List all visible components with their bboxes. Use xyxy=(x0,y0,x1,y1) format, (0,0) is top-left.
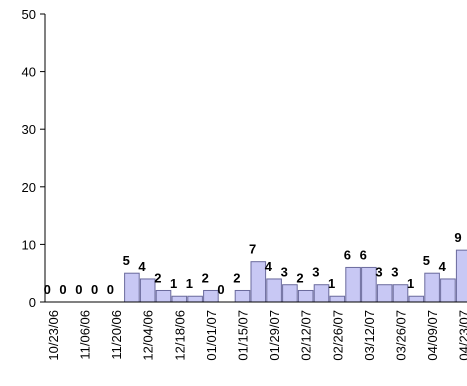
data-label: 0 xyxy=(107,282,114,297)
bar xyxy=(297,289,314,303)
bar xyxy=(424,272,440,303)
bar xyxy=(313,284,330,303)
data-label: 0 xyxy=(91,282,98,297)
data-label: 2 xyxy=(233,270,240,285)
bar xyxy=(266,278,282,303)
y-tick-label: 50 xyxy=(22,7,36,22)
y-tick-label: 0 xyxy=(29,295,36,310)
x-tick-label: 01/15/07 xyxy=(236,310,251,361)
bar xyxy=(455,249,467,303)
data-label: 1 xyxy=(170,276,177,291)
bar xyxy=(250,261,267,303)
data-label: 1 xyxy=(407,276,414,291)
x-axis-ticks: 10/23/06 11/06/06 11/20/06 12/04/06 12/18/06… xyxy=(46,310,467,361)
x-tick-label: 03/12/07 xyxy=(362,310,377,361)
data-label: 3 xyxy=(281,265,288,280)
x-tick-label: 02/12/07 xyxy=(299,310,314,361)
data-label: 2 xyxy=(202,270,209,285)
x-tick-label: 04/23/07 xyxy=(457,310,467,361)
bar xyxy=(203,289,219,303)
bar xyxy=(155,289,172,303)
data-label: 1 xyxy=(186,276,193,291)
bar xyxy=(361,266,377,303)
data-label: 0 xyxy=(59,282,66,297)
bar xyxy=(376,284,393,303)
y-tick-label: 20 xyxy=(22,180,36,195)
bar xyxy=(187,295,203,303)
bar xyxy=(139,278,156,303)
data-label: 0 xyxy=(44,282,51,297)
data-label: 4 xyxy=(265,259,273,274)
data-label: 4 xyxy=(439,259,447,274)
data-label: 1 xyxy=(328,276,335,291)
y-axis-ticks: 0 10 20 30 40 50 xyxy=(22,7,45,310)
bar xyxy=(282,284,298,303)
data-label: 5 xyxy=(423,253,430,268)
x-tick-label: 10/23/06 xyxy=(46,310,61,361)
x-tick-label: 01/29/07 xyxy=(267,310,282,361)
data-label: 3 xyxy=(391,265,398,280)
x-tick-label: 02/26/07 xyxy=(330,310,345,361)
bar xyxy=(171,295,188,303)
bar xyxy=(408,295,425,303)
bar xyxy=(392,284,409,303)
data-label: 2 xyxy=(154,270,161,285)
bar xyxy=(345,266,361,303)
data-label: 5 xyxy=(123,253,130,268)
x-tick-label: 01/01/07 xyxy=(204,310,219,361)
x-tick-label: 11/06/06 xyxy=(78,310,93,360)
data-label: 6 xyxy=(344,247,351,262)
data-label: 3 xyxy=(375,265,382,280)
data-label: 7 xyxy=(249,242,256,257)
data-label: 4 xyxy=(138,259,146,274)
bar xyxy=(234,289,251,303)
y-tick-label: 30 xyxy=(22,122,36,137)
x-tick-label: 11/20/06 xyxy=(109,310,124,360)
bar xyxy=(440,278,456,303)
bar xyxy=(124,272,140,303)
data-label: 9 xyxy=(454,230,461,245)
x-tick-label: 04/09/07 xyxy=(425,310,440,361)
x-tick-label: 12/18/06 xyxy=(172,310,187,361)
x-tick-label: 03/26/07 xyxy=(394,310,409,361)
bar xyxy=(329,295,346,303)
x-tick-label: 12/04/06 xyxy=(141,310,156,361)
data-label: 0 xyxy=(75,282,82,297)
data-label: 6 xyxy=(360,247,367,262)
y-tick-label: 10 xyxy=(22,237,36,252)
data-label: 0 xyxy=(217,282,224,297)
data-label: 2 xyxy=(296,270,303,285)
y-tick-label: 40 xyxy=(22,65,36,80)
data-label: 3 xyxy=(312,265,319,280)
bar-series xyxy=(124,249,467,303)
